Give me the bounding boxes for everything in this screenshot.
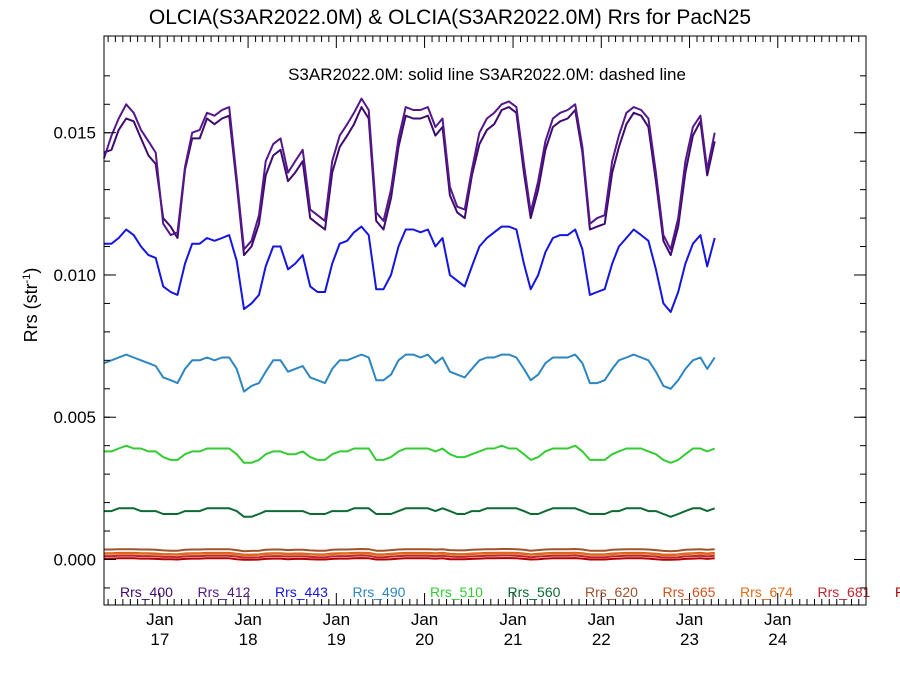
legend-entry-rrs-510: Rrs_510 [430,584,483,600]
legend-entry-rrs-681: Rrs_681 [818,584,871,600]
x-tick-month-label: Jan [588,610,615,629]
y-tick-label: 0.015 [53,124,96,143]
legend-entry-rrs-412: Rrs_412 [198,584,251,600]
y-axis-label-main: Rrs (str [21,283,41,342]
x-tick-year-label: 18 [239,630,258,649]
x-tick-year-label: 17 [150,630,169,649]
series-line-rrs-510 [104,444,716,464]
y-tick-label: 0.000 [53,550,96,569]
x-tick-month-label: Jan [323,610,350,629]
x-tick-year-label: 22 [592,630,611,649]
x-tick-month-label: Jan [676,610,703,629]
y-axis-label-sup: -1 [21,274,33,284]
x-tick-month-label: Jan [411,610,438,629]
y-axis-label-tail: ) [21,268,41,274]
legend-entry-rrs-400: Rrs_400 [120,584,173,600]
legend: Rrs_400 Rrs_412 Rrs_443 Rrs_490 Rrs_510 Rrs_5… [120,584,900,600]
x-tick-year-label: 24 [768,630,787,649]
legend-entry-rrs-490: Rrs_490 [353,584,406,600]
series-line-rrs-400 [103,106,716,257]
x-tick-year-label: 20 [415,630,434,649]
legend-entry-rr: Rr [895,584,900,600]
x-tick-month-label: Jan [146,610,173,629]
x-tick-year-label: 21 [504,630,523,649]
plot-frame [103,35,867,606]
series-line-rr [104,557,715,561]
y-axis-ticks: 0.000 0.005 0.010 0.015 [53,75,866,589]
series-line-rrs-674 [104,552,715,557]
series-line-rrs-681 [104,554,715,559]
series-line-rrs-560 [104,507,716,518]
y-axis-label: Rrs (str-1) [21,268,41,343]
legend-entry-rrs-674: Rrs_674 [740,584,793,600]
series-line-rrs-490 [103,353,716,393]
line-style-note: S3AR2022.0M: solid line S3AR2022.0M: das… [288,65,686,84]
legend-entry-rrs-665: Rrs_665 [663,584,716,600]
y-tick-label: 0.010 [53,266,96,285]
chart-title: OLCIA(S3AR2022.0M) & OLCIA(S3AR2022.0M) … [149,6,751,29]
x-tick-year-label: 23 [680,630,699,649]
legend-entry-rrs-620: Rrs_620 [585,584,638,600]
series-line-rrs-620 [104,548,715,553]
series-lines [103,97,716,561]
x-tick-year-label: 19 [327,630,346,649]
legend-entry-rrs-443: Rrs_443 [275,584,328,600]
series-line-rrs-412 [103,97,716,251]
y-tick-label: 0.005 [53,408,96,427]
series-line-rrs-443 [104,225,716,313]
x-tick-month-label: Jan [234,610,261,629]
x-tick-month-label: Jan [499,610,526,629]
x-tick-month-label: Jan [764,610,791,629]
legend-entry-rrs-560: Rrs_560 [508,584,561,600]
